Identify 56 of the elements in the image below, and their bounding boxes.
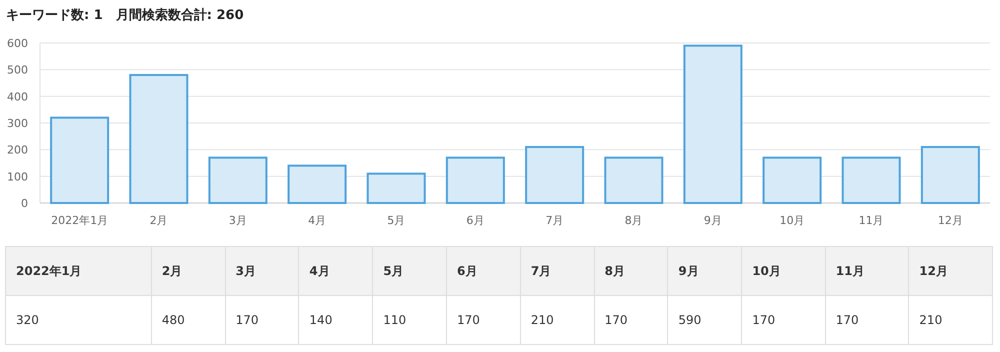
data-label: 320 — [6, 296, 152, 344]
y-tick-label: 0 — [21, 197, 28, 210]
x-tick-label: 6月 — [446, 246, 520, 296]
data-label: 170 — [225, 296, 299, 344]
category-label: 2月 — [150, 214, 168, 227]
y-tick-label: 300 — [7, 117, 28, 130]
data-label: 210 — [908, 296, 992, 344]
x-tick-label: 10月 — [742, 246, 826, 296]
bar — [129, 74, 188, 204]
data-label: 590 — [668, 296, 742, 344]
bar — [842, 156, 901, 204]
bar — [604, 156, 664, 204]
category-label: 7月 — [546, 214, 564, 227]
category-label: 2022年1月 — [51, 214, 108, 227]
bar — [366, 172, 426, 204]
chart-title: キーワード数: 1 月間検索数合計: 260 — [6, 6, 244, 24]
bar — [525, 146, 584, 204]
x-tick-label: 7月 — [520, 246, 594, 296]
bar — [446, 156, 505, 204]
category-label: 9月 — [704, 214, 722, 227]
category-label: 11月 — [858, 214, 884, 227]
bar — [920, 146, 980, 204]
data-label: 170 — [825, 296, 909, 344]
data-label: 170 — [446, 296, 520, 344]
category-label: 3月 — [228, 214, 247, 227]
y-tick-label: 100 — [7, 170, 28, 184]
category-label: 4月 — [308, 214, 326, 227]
y-tick-label: 500 — [7, 64, 28, 77]
bar — [208, 156, 268, 204]
x-tick-label: 9月 — [668, 246, 742, 296]
bar — [762, 156, 822, 204]
y-tick-label: 200 — [7, 144, 28, 157]
category-label: 12月 — [938, 214, 963, 227]
data-label: 110 — [372, 296, 447, 344]
x-tick-label: 3月 — [225, 246, 299, 296]
bar — [683, 44, 742, 204]
data-label: 480 — [151, 296, 226, 344]
category-label: 6月 — [466, 214, 484, 227]
data-label: 170 — [594, 296, 668, 344]
y-tick-label: 400 — [7, 90, 28, 104]
x-tick-label: 12月 — [908, 246, 992, 296]
data-label: 140 — [298, 296, 373, 344]
bar — [288, 164, 347, 204]
x-tick-label: 2022年1月 — [6, 246, 152, 296]
category-label: 5月 — [387, 214, 406, 227]
data-label: 210 — [520, 296, 594, 344]
x-tick-label: 2月 — [151, 246, 226, 296]
x-tick-label: 8月 — [594, 246, 668, 296]
x-tick-label: 4月 — [298, 246, 373, 296]
x-tick-label: 5月 — [372, 246, 447, 296]
y-tick-label: 600 — [7, 37, 28, 50]
category-label: 8月 — [624, 214, 643, 227]
bar — [50, 116, 110, 204]
data-label: 170 — [742, 296, 826, 344]
x-tick-label: 11月 — [825, 246, 909, 296]
category-label: 10月 — [780, 214, 805, 227]
